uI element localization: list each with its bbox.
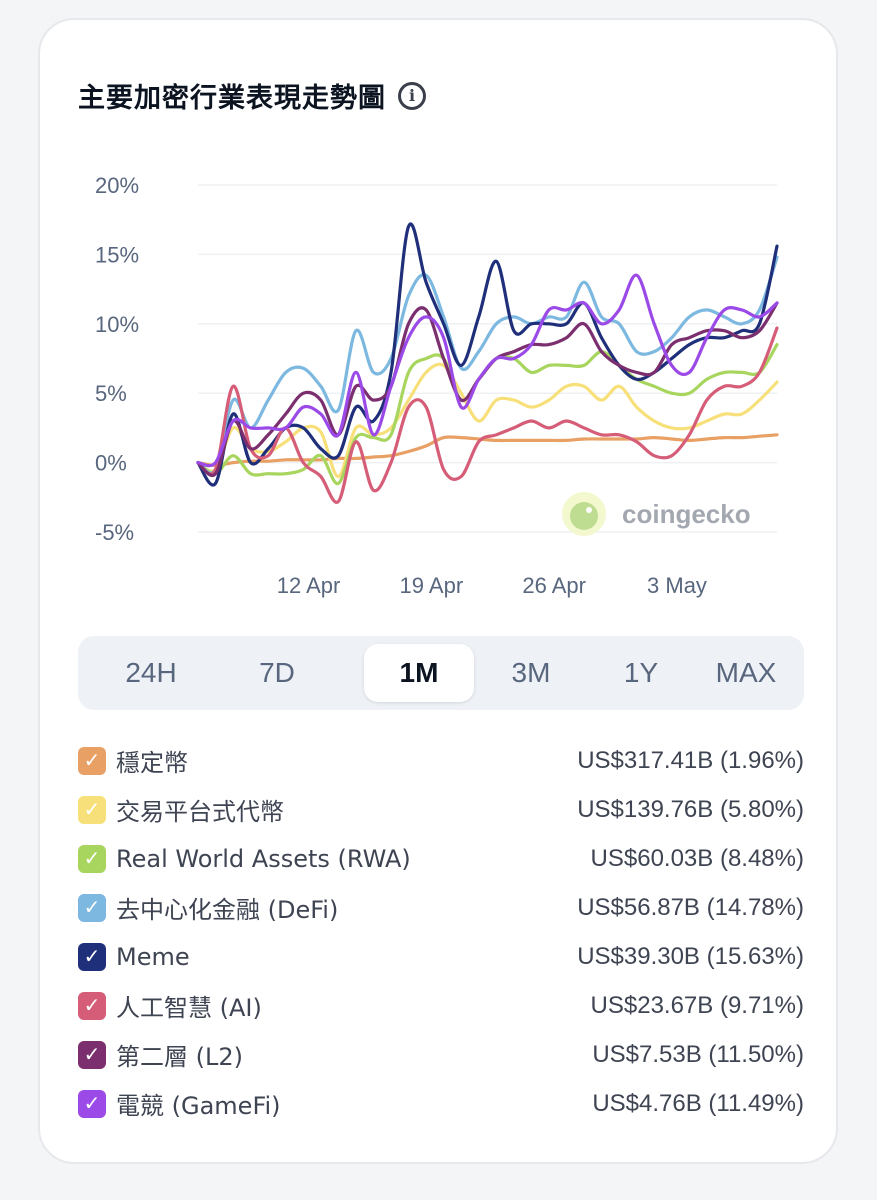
x-tick-label: 3 May [647,573,707,598]
checkbox-exchange-tokens[interactable]: ✓ [78,795,106,824]
x-tick-label: 19 Apr [400,573,464,598]
legend-value: US$60.03B (8.48%) [590,844,804,872]
series-line-4 [196,222,779,487]
legend-value: US$39.30B (15.63%) [577,942,804,970]
legend-item-rwa: ✓ Real World Assets (RWA) US$60.03B (8.4… [78,834,804,883]
legend-label: 人工智慧 (AI) [116,994,262,1022]
watermark-text: coingecko [622,499,751,529]
legend-value: US$7.53B (11.50%) [592,1040,804,1068]
legend-item-l2: ✓ 第二層 (L2) US$7.53B (11.50%) [78,1030,804,1079]
checkbox-ai[interactable]: ✓ [78,991,106,1020]
series-line-5 [196,326,779,504]
y-tick-label: 0% [95,451,127,476]
tab-1y[interactable]: 1Y [623,657,659,688]
x-tick-label: 26 Apr [522,573,586,598]
legend-label: Meme [116,942,190,971]
legend-item-defi: ✓ 去中心化金融 (DeFi) US$56.87B (14.78%) [78,883,804,932]
legend-label: 穩定幣 [116,749,188,777]
legend-label: Real World Assets (RWA) [116,844,411,873]
chart-title: 主要加密行業表現走勢圖 [78,83,386,114]
x-tick-label: 12 Apr [277,573,341,598]
sector-performance-card: 主要加密行業表現走勢圖 i 20% 15% 10% 5% 0% -5% 12 Apr 19 A… [38,18,838,1164]
legend-value: US$23.67B (9.71%) [590,991,804,1019]
y-tick-label: 20% [95,173,139,198]
tab-1m[interactable]: 1M [364,644,474,702]
time-range-tabs: 24H 7D 1M 3M 1Y MAX [78,636,804,710]
legend-list: ✓ 穩定幣 US$317.41B (1.96%) ✓ 交易平台式代幣 US$13… [78,736,804,1128]
legend-value: US$4.76B (11.49%) [592,1089,804,1117]
tab-24h[interactable]: 24H [125,657,177,688]
series-line-1 [196,362,779,479]
tab-7d[interactable]: 7D [259,657,295,688]
coingecko-logo-icon [570,502,598,530]
legend-item-exchange-tokens: ✓ 交易平台式代幣 US$139.76B (5.80%) [78,785,804,834]
y-tick-label: -5% [95,520,134,545]
series-line-3 [196,255,779,475]
y-tick-label: 10% [95,312,139,337]
checkbox-l2[interactable]: ✓ [78,1040,106,1069]
legend-item-meme: ✓ Meme US$39.30B (15.63%) [78,932,804,981]
checkbox-gamefi[interactable]: ✓ [78,1089,106,1118]
checkbox-meme[interactable]: ✓ [78,942,106,971]
tab-max[interactable]: MAX [715,657,777,688]
tab-3m[interactable]: 3M [511,657,551,688]
legend-value: US$317.41B (1.96%) [577,746,804,774]
legend-label: 第二層 (L2) [116,1043,243,1071]
title-row: 主要加密行業表現走勢圖 i [78,76,426,115]
legend-label: 交易平台式代幣 [116,798,284,826]
info-icon[interactable]: i [398,81,426,110]
checkbox-defi[interactable]: ✓ [78,893,106,922]
coingecko-logo-icon [586,507,592,513]
series-line-7 [196,273,779,468]
legend-item-stablecoins: ✓ 穩定幣 US$317.41B (1.96%) [78,736,804,785]
legend-label: 去中心化金融 (DeFi) [116,896,339,924]
checkbox-rwa[interactable]: ✓ [78,844,106,873]
legend-value: US$139.76B (5.80%) [577,795,804,823]
checkbox-stablecoins[interactable]: ✓ [78,746,106,775]
legend-item-ai: ✓ 人工智慧 (AI) US$23.67B (9.71%) [78,981,804,1030]
series-line-0 [196,433,779,467]
series-line-6 [196,301,779,477]
legend-item-gamefi: ✓ 電競 (GameFi) US$4.76B (11.49%) [78,1079,804,1128]
y-tick-label: 5% [95,381,127,406]
y-tick-label: 15% [95,242,139,267]
legend-value: US$56.87B (14.78%) [577,893,804,921]
line-chart: 20% 15% 10% 5% 0% -5% 12 Apr 19 Apr 26 Apr 3 May c… [95,173,779,598]
legend-label: 電競 (GameFi) [116,1092,281,1120]
